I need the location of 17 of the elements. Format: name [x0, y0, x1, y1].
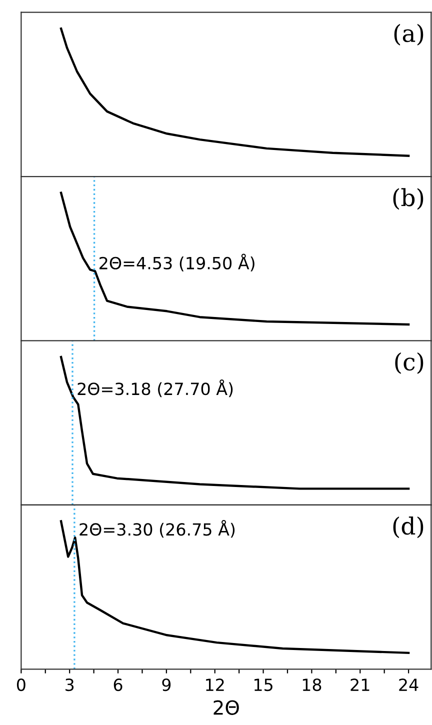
ref-line-label: 2Θ=4.53 (19.50 Å) [100, 254, 254, 272]
x-tick-label: 9 [162, 678, 171, 692]
x-tick-label: 15 [254, 678, 272, 692]
x-tick-label: 21 [350, 678, 370, 691]
annotation: (c) [395, 352, 424, 374]
ref-line-label: 2Θ=3.18 (27.70 Å) [78, 379, 233, 398]
x-tick-label: 24 [399, 678, 418, 691]
x-tick-label: 18 [302, 678, 322, 692]
x-tick-label: 6 [114, 678, 122, 692]
x-tick-label: 0 [16, 678, 26, 692]
annotation: (b) [393, 188, 424, 210]
annotation: (d) [393, 516, 424, 538]
ref-line-label: 2Θ=3.30 (26.75 Å) [80, 520, 235, 538]
annotation: (a) [394, 24, 424, 46]
x-axis-title: 2Θ [214, 700, 239, 715]
x-tick-label: 3 [66, 678, 74, 692]
x-tick-label: 12 [206, 678, 224, 691]
